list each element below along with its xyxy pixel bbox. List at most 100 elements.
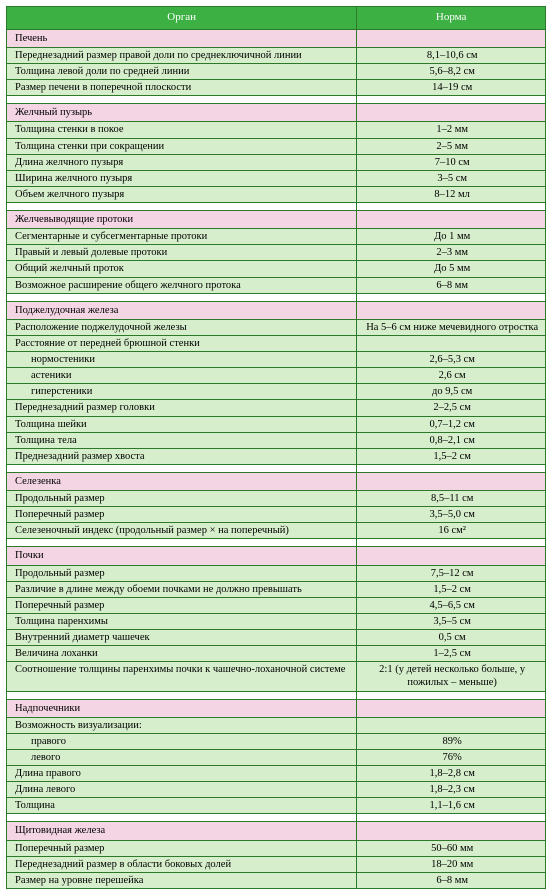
row-label: Толщина тела (7, 432, 357, 448)
row-label: Поперечный размер (7, 597, 357, 613)
row-value: 16 см² (357, 523, 546, 539)
row-label: Толщина (7, 798, 357, 814)
section-title: Желчевыводящие протоки (7, 211, 357, 229)
row-label: Длина правого (7, 766, 357, 782)
table-header-row: Орган Норма (7, 7, 546, 30)
section-title: Надпочечники (7, 699, 357, 717)
row-label: Селезеночный индекс (продольный размер ×… (7, 523, 357, 539)
section-spacer (7, 293, 546, 301)
row-label: Толщина стенки при сокращении (7, 138, 357, 154)
row-value: 2,6–5,3 см (357, 352, 546, 368)
row-label: Внутренний диаметр чашечек (7, 630, 357, 646)
table-row: Толщина стенки при сокращении2–5 мм (7, 138, 546, 154)
row-value: 14–19 см (357, 80, 546, 96)
row-label: Длина желчного пузыря (7, 154, 357, 170)
row-value: До 5 мм (357, 261, 546, 277)
section-title: Поджелудочная железа (7, 301, 357, 319)
row-label: Соотношение толщины паренхимы почки к ча… (7, 662, 357, 691)
table-row: Внутренний диаметр чашечек0,5 см (7, 630, 546, 646)
row-label: Общий желчный проток (7, 261, 357, 277)
row-value: 3,5–5,0 см (357, 507, 546, 523)
row-value: 7–10 см (357, 154, 546, 170)
table-row: Расстояние от передней брюшной стенки (7, 335, 546, 351)
section-title-value (357, 547, 546, 565)
row-value: На 5–6 см ниже мечевидного отростка (357, 319, 546, 335)
section-header: Желчевыводящие протоки (7, 211, 546, 229)
row-value: 7,5–12 см (357, 565, 546, 581)
row-label: Толщина левой доли по средней линии (7, 64, 357, 80)
header-norm: Норма (357, 7, 546, 30)
section-spacer (7, 203, 546, 211)
row-label: Переднезадний размер головки (7, 400, 357, 416)
table-row: Преднезадний размер хвоста1,5–2 см (7, 448, 546, 464)
section-header: Печень (7, 29, 546, 47)
row-label: гиперстеники (7, 384, 357, 400)
row-value (357, 717, 546, 733)
section-header: Желчный пузырь (7, 104, 546, 122)
row-label: Толщина шейки (7, 416, 357, 432)
table-row: Возможное расширение общего желчного про… (7, 277, 546, 293)
row-value: 1–2,5 см (357, 646, 546, 662)
row-label: Длина левого (7, 782, 357, 798)
table-row: Переднезадний размер в области боковых д… (7, 856, 546, 872)
row-label: Поперечный размер (7, 507, 357, 523)
section-header: Щитовидная железа (7, 822, 546, 840)
row-value: 1,1–1,6 см (357, 798, 546, 814)
row-label: Переднезадний размер в области боковых д… (7, 856, 357, 872)
table-row: Поперечный размер4,5–6,5 см (7, 597, 546, 613)
section-title: Желчный пузырь (7, 104, 357, 122)
section-title-value (357, 472, 546, 490)
table-row: Длина левого1,8–2,3 см (7, 782, 546, 798)
row-value: 89% (357, 733, 546, 749)
table-row: Толщина левой доли по средней линии5,6–8… (7, 64, 546, 80)
row-label: Размер печени в поперечной плоскости (7, 80, 357, 96)
row-label: Расстояние от передней брюшной стенки (7, 335, 357, 351)
section-header: Почки (7, 547, 546, 565)
row-value: 8–12 мл (357, 186, 546, 202)
row-value: до 9,5 см (357, 384, 546, 400)
row-label: Правый и левый долевые протоки (7, 245, 357, 261)
row-label: Сегментарные и субсегментарные протоки (7, 229, 357, 245)
table-row: Продольный размер8,5–11 см (7, 491, 546, 507)
section-spacer (7, 96, 546, 104)
row-value: 2,6 см (357, 368, 546, 384)
table-row: Селезеночный индекс (продольный размер ×… (7, 523, 546, 539)
table-row: Величина лоханки1–2,5 см (7, 646, 546, 662)
table-row: Возможность визуализации: (7, 717, 546, 733)
row-label: Преднезадний размер хвоста (7, 448, 357, 464)
table-row: Расположение поджелудочной железыНа 5–6 … (7, 319, 546, 335)
section-header: Надпочечники (7, 699, 546, 717)
row-label: Возможное расширение общего желчного про… (7, 277, 357, 293)
row-value: 1,8–2,3 см (357, 782, 546, 798)
row-label: Поперечный размер (7, 840, 357, 856)
ultrasound-norms-table: Орган Норма ПеченьПереднезадний размер п… (6, 6, 546, 889)
section-title: Почки (7, 547, 357, 565)
row-label: Продольный размер (7, 565, 357, 581)
table-row: Толщина паренхимы3,5–5 см (7, 613, 546, 629)
row-label: правого (7, 733, 357, 749)
header-organ: Орган (7, 7, 357, 30)
row-value: 3,5–5 см (357, 613, 546, 629)
row-value (357, 335, 546, 351)
row-label: астеники (7, 368, 357, 384)
row-label: Объем желчного пузыря (7, 186, 357, 202)
row-value: 1–2 мм (357, 122, 546, 138)
table-row: Поперечный размер3,5–5,0 см (7, 507, 546, 523)
table-row: Различие в длине между обоеми почками не… (7, 581, 546, 597)
table-row: Размер печени в поперечной плоскости14–1… (7, 80, 546, 96)
section-title: Селезенка (7, 472, 357, 490)
row-label: левого (7, 749, 357, 765)
row-value: 76% (357, 749, 546, 765)
section-title-value (357, 301, 546, 319)
row-value: 1,5–2 см (357, 581, 546, 597)
table-row: Размер на уровне перешейка6–8 мм (7, 872, 546, 888)
table-row: Продольный размер7,5–12 см (7, 565, 546, 581)
table-row: Общий желчный протокДо 5 мм (7, 261, 546, 277)
row-label: Размер на уровне перешейка (7, 872, 357, 888)
row-value: 6–8 мм (357, 872, 546, 888)
row-label: Возможность визуализации: (7, 717, 357, 733)
row-value: 1,5–2 см (357, 448, 546, 464)
row-label: Толщина стенки в покое (7, 122, 357, 138)
row-value: 4,5–6,5 см (357, 597, 546, 613)
row-value: 2–3 мм (357, 245, 546, 261)
